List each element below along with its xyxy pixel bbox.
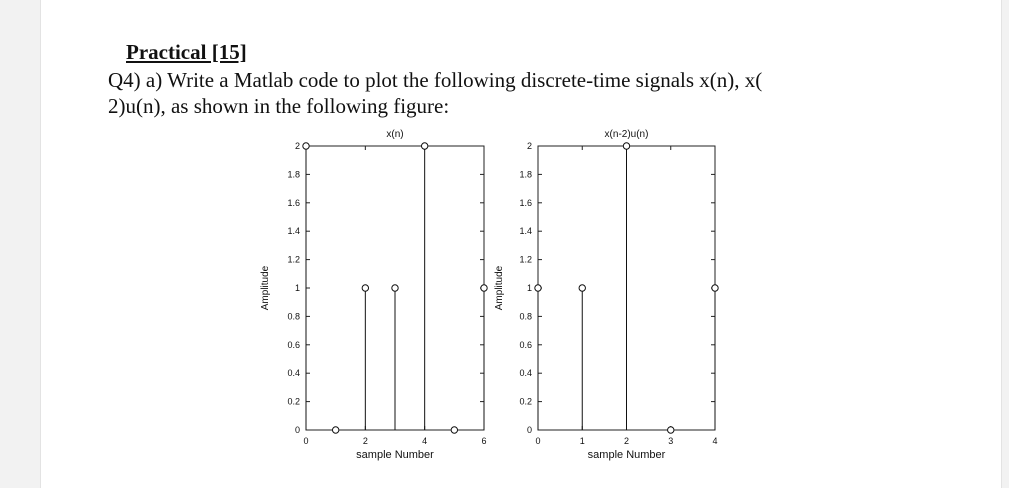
y-tick-label: 1.8 [519, 169, 532, 179]
y-tick-label: 1.4 [519, 226, 532, 236]
y-tick-label: 1.6 [519, 198, 532, 208]
document-page [40, 0, 1002, 488]
stem-marker [534, 284, 542, 292]
y-tick-label: 0.4 [519, 368, 532, 378]
y-tick-label: 0 [527, 425, 532, 435]
y-tick-label: 1.6 [287, 198, 300, 208]
y-axis-label: Amplitude [494, 265, 505, 310]
stem-marker [391, 284, 399, 292]
y-tick-label: 0.6 [287, 340, 300, 350]
y-tick-label: 2 [295, 141, 300, 151]
y-tick-label: 0.2 [519, 397, 532, 407]
stem-marker [331, 426, 340, 434]
x-tick-label: 0 [535, 436, 540, 446]
x-tick-label: 4 [712, 436, 717, 446]
y-tick-label: 1.4 [287, 226, 300, 236]
x-axis-label: sample Number [588, 449, 666, 461]
y-tick-label: 0.8 [519, 311, 532, 321]
y-axis-label: Amplitude [260, 265, 271, 310]
section-heading: Practical [15] [126, 40, 247, 64]
x-tick-label: 2 [624, 436, 629, 446]
stem-marker [480, 284, 488, 292]
y-tick-label: 0.2 [287, 397, 300, 407]
stem-marker [711, 284, 719, 292]
y-tick-label: 0.4 [287, 368, 300, 378]
plot-title: x(n-2)u(n) [605, 129, 649, 140]
plot-title: x(n) [386, 129, 403, 140]
y-tick-label: 0 [295, 425, 300, 435]
y-tick-label: 1.2 [287, 255, 300, 265]
y-tick-label: 1 [527, 283, 532, 293]
stem-marker [420, 142, 429, 150]
y-tick-label: 2 [527, 141, 532, 151]
plot-1: 0 0.2 0.4 0.6 0.8 1 1.2 1.4 1.6 1.8 2 0 2 4 6 x(n) sampl… [260, 129, 488, 461]
question-text-line-2: 2)u(n), as shown in the following figure… [108, 94, 450, 118]
x-tick-label: 0 [303, 436, 308, 446]
x-tick-label: 3 [668, 436, 673, 446]
question-text-line-1: Q4) a) Write a Matlab code to plot the f… [108, 68, 763, 92]
y-tick-label: 1 [295, 283, 300, 293]
stem-marker [667, 426, 675, 434]
y-tick-label: 0.6 [519, 340, 532, 350]
y-tick-label: 1.2 [519, 255, 532, 265]
y-tick-label: 1.8 [287, 169, 300, 179]
x-tick-label: 4 [422, 436, 427, 446]
stem-marker [450, 426, 459, 434]
stem-marker [578, 284, 586, 292]
y-tick-label: 0.8 [287, 311, 300, 321]
x-axis-label: sample Number [356, 449, 434, 461]
x-tick-label: 6 [481, 436, 486, 446]
stem-marker [622, 142, 631, 150]
x-tick-label: 1 [580, 436, 585, 446]
stem-marker [361, 284, 370, 292]
x-tick-label: 2 [363, 436, 368, 446]
plot-2: 0 0.2 0.4 0.6 0.8 1 1.2 1.4 1.6 1.8 2 0 1 2 3 4 x(n-2)u(… [494, 129, 719, 461]
stem-marker [302, 142, 310, 150]
